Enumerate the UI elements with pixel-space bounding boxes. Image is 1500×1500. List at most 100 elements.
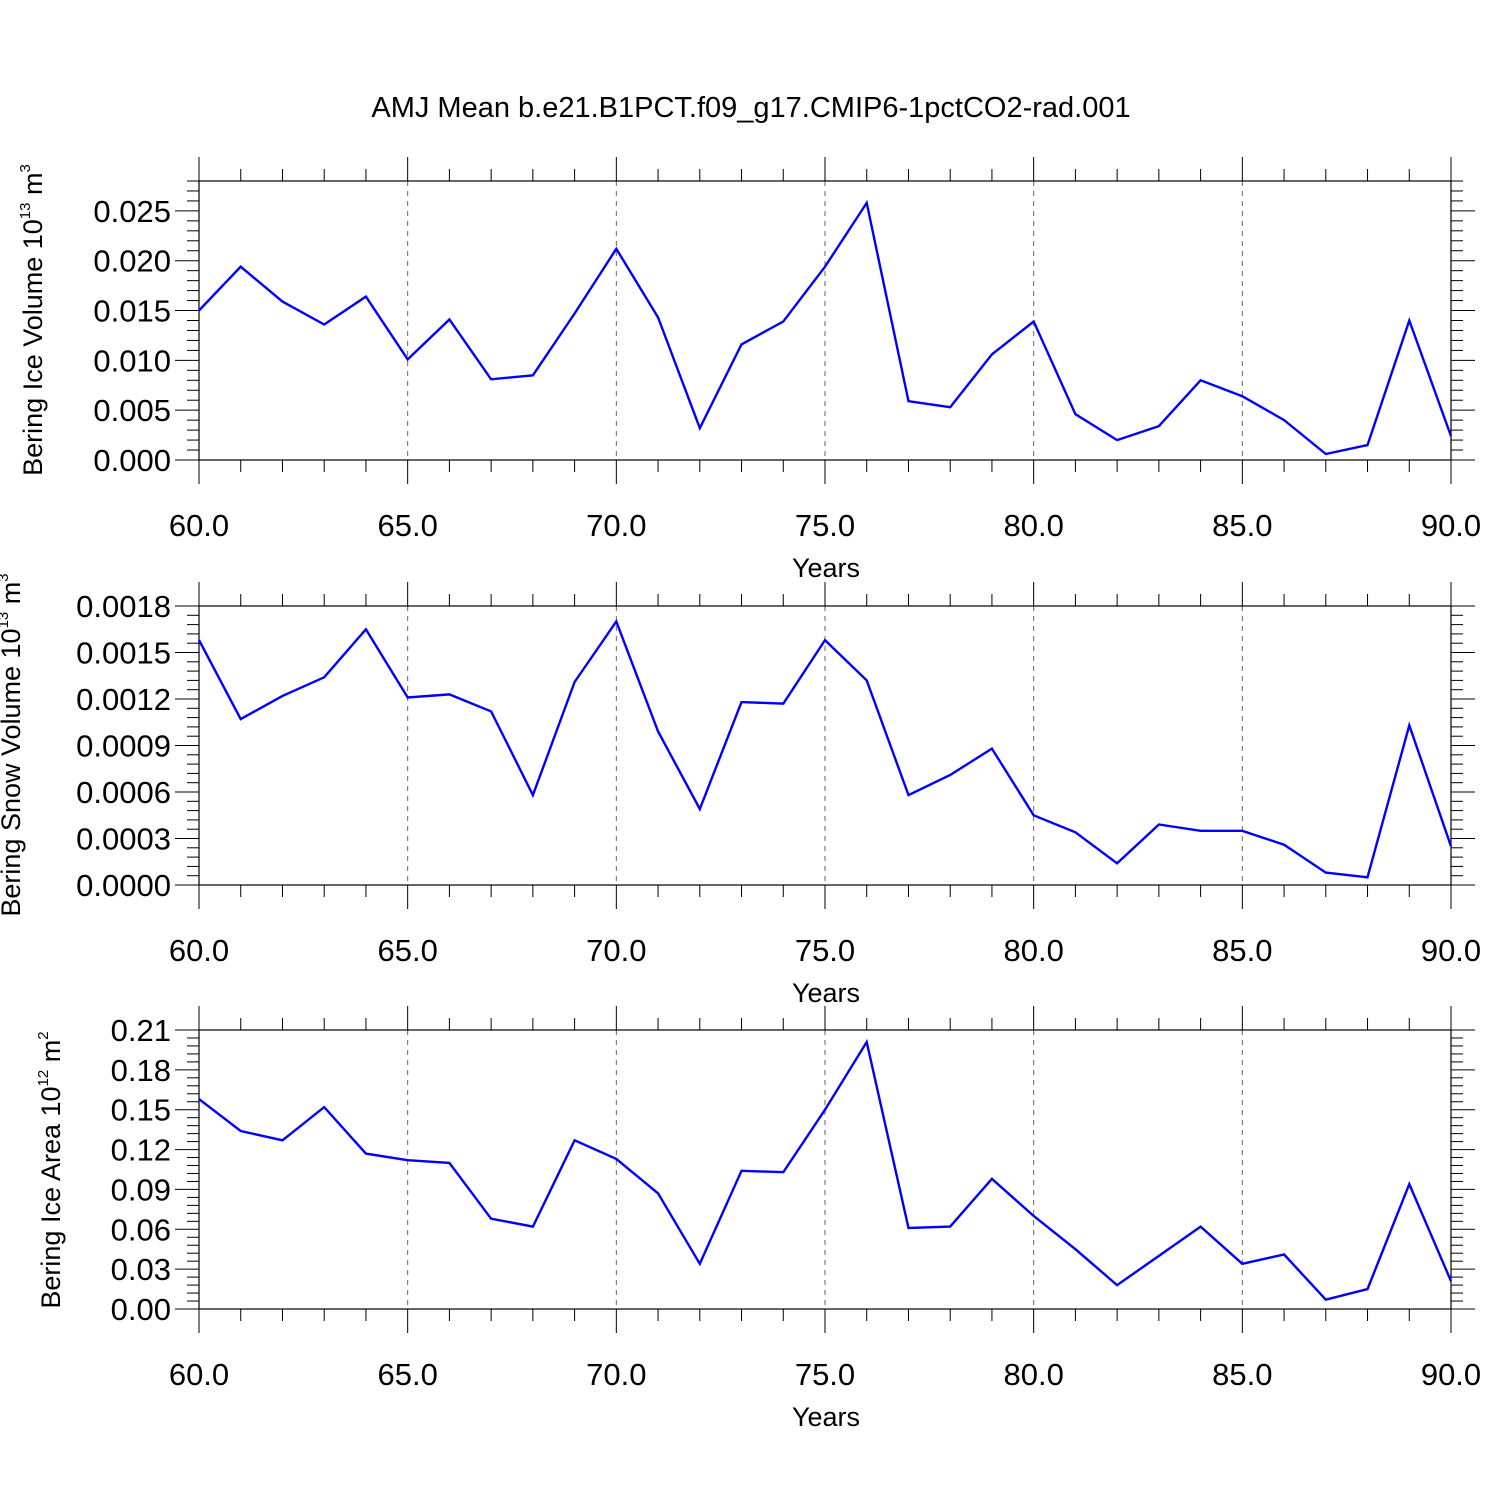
data-point: [657, 1192, 659, 1194]
x-tick-label: 80.0: [1003, 508, 1063, 543]
data-point: [1033, 814, 1035, 816]
y-tick-label: 0.025: [93, 194, 171, 229]
y-axis-label: Bering Snow Volume 1013 m3: [0, 573, 26, 916]
y-tick-label: 0.020: [93, 244, 171, 279]
y-tick-label: 0.0012: [76, 682, 171, 717]
data-point: [1074, 831, 1076, 833]
data-point: [490, 710, 492, 712]
data-point: [574, 313, 576, 315]
x-tick-label: 65.0: [377, 508, 437, 543]
data-point: [1200, 830, 1202, 832]
x-tick-label: 75.0: [795, 508, 855, 543]
data-point: [1408, 320, 1410, 322]
data-point: [407, 1159, 409, 1161]
y-tick-label: 0.0015: [76, 636, 171, 671]
data-point: [198, 1098, 200, 1100]
data-point: [1367, 876, 1369, 878]
data-point: [407, 358, 409, 360]
data-point: [407, 696, 409, 698]
data-point: [240, 266, 242, 268]
data-point: [448, 319, 450, 321]
data-point: [490, 1218, 492, 1220]
y-tick-label: 0.0006: [76, 775, 171, 810]
data-point: [323, 323, 325, 325]
y-tick-label: 0.09: [111, 1172, 171, 1207]
y-tick-label: 0.010: [93, 343, 171, 378]
x-tick-label: 85.0: [1212, 1357, 1272, 1392]
data-point: [323, 1106, 325, 1108]
data-point: [1074, 413, 1076, 415]
data-point: [240, 718, 242, 720]
data-point: [1116, 1284, 1118, 1286]
x-tick-label: 70.0: [586, 508, 646, 543]
data-point: [281, 695, 283, 697]
x-tick-label: 80.0: [1003, 1357, 1063, 1392]
data-point: [657, 731, 659, 733]
data-point: [1408, 724, 1410, 726]
data-point: [741, 1170, 743, 1172]
chart-panel-2: 0.0000 0.0003 0.0006 0.0009 0.0012 0.0015 0.00…: [0, 573, 1481, 1008]
data-point: [991, 353, 993, 355]
y-tick-label: 0.015: [93, 294, 171, 329]
data-point: [1158, 824, 1160, 826]
data-point: [907, 1227, 909, 1229]
data-point: [1450, 1280, 1452, 1282]
data-point: [824, 1109, 826, 1111]
data-point: [824, 266, 826, 268]
data-point: [615, 248, 617, 250]
series-line: [198, 1038, 1453, 1302]
data-point: [991, 748, 993, 750]
y-tick-label: 0.00: [111, 1292, 171, 1327]
data-point: [866, 1041, 868, 1043]
x-tick-label: 85.0: [1212, 508, 1272, 543]
data-point: [1033, 1215, 1035, 1217]
x-tick-label: 65.0: [377, 933, 437, 968]
data-point: [198, 310, 200, 312]
chart-panel-3: 0.00 0.03 0.06 0.09 0.12 0.15 0.18 0.21 60.0 65.0…: [35, 1006, 1481, 1432]
y-tick-label: 0.21: [111, 1013, 171, 1048]
x-axis-label: Years: [792, 978, 860, 1008]
data-point: [949, 1226, 951, 1228]
x-tick-label: 75.0: [795, 933, 855, 968]
y-tick-label: 0.0000: [76, 868, 171, 903]
data-point: [1200, 379, 1202, 381]
data-point: [1241, 1263, 1243, 1265]
data-point: [281, 301, 283, 303]
x-tick-label: 90.0: [1421, 933, 1481, 968]
data-point: [1283, 419, 1285, 421]
data-point: [574, 681, 576, 683]
data-point: [741, 343, 743, 345]
panels: 0.000 0.005 0.010 0.015 0.020 0.025 60.0 65.0 70…: [0, 157, 1481, 1432]
data-point: [782, 703, 784, 705]
data-point: [991, 1178, 993, 1180]
data-point: [448, 693, 450, 695]
data-point: [949, 406, 951, 408]
data-point: [1325, 872, 1327, 874]
data-point: [1158, 1255, 1160, 1257]
data-point: [365, 628, 367, 630]
x-tick-label: 90.0: [1421, 508, 1481, 543]
y-tick-label: 0.0009: [76, 729, 171, 764]
data-point: [699, 427, 701, 429]
data-point: [448, 1162, 450, 1164]
data-point: [1074, 1248, 1076, 1250]
data-point: [281, 1139, 283, 1141]
y-tick-label: 0.15: [111, 1093, 171, 1128]
x-tick-label: 90.0: [1421, 1357, 1481, 1392]
y-tick-label: 0.06: [111, 1212, 171, 1247]
data-point: [782, 1171, 784, 1173]
x-tick-label: 85.0: [1212, 933, 1272, 968]
data-point: [1450, 435, 1452, 437]
x-tick-label: 80.0: [1003, 933, 1063, 968]
x-tick-label: 70.0: [586, 933, 646, 968]
data-point: [532, 374, 534, 376]
x-tick-label: 60.0: [169, 508, 229, 543]
data-point: [1408, 1183, 1410, 1185]
data-point: [1367, 444, 1369, 446]
data-point: [866, 679, 868, 681]
data-point: [699, 1263, 701, 1265]
data-point: [824, 639, 826, 641]
x-tick-label: 70.0: [586, 1357, 646, 1392]
y-axis-label: Bering Ice Volume 1013 m3: [17, 164, 48, 476]
